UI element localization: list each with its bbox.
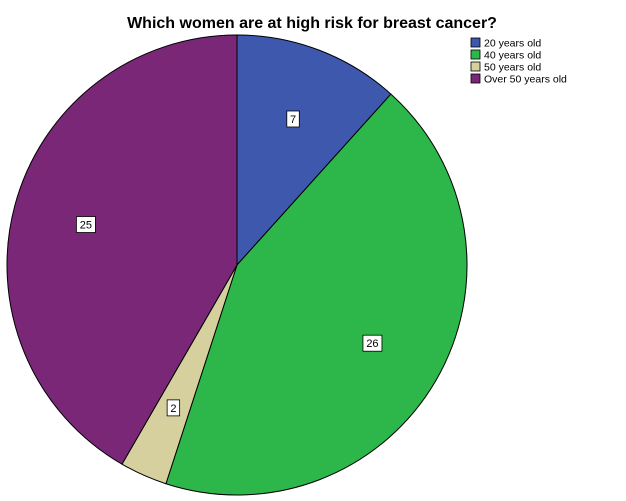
legend-swatch — [470, 73, 481, 84]
legend-item-over-50-years-old: Over 50 years old — [470, 73, 567, 86]
legend-swatch — [470, 49, 481, 60]
legend-label: 20 years old — [484, 38, 541, 50]
data-label-box — [76, 216, 96, 233]
pie-slice-20-years-old — [236, 34, 392, 267]
pie-data-labels: 7 26 2 25 — [76, 110, 383, 417]
data-label-value: 2 — [170, 403, 176, 415]
data-label-box — [286, 110, 300, 128]
data-label-value: 7 — [290, 114, 296, 126]
pie-slices — [6, 34, 468, 496]
legend-swatch — [470, 37, 481, 48]
legend-swatch — [470, 61, 481, 72]
legend-item-20-years-old: 20 years old — [470, 37, 541, 50]
data-label-value: 26 — [366, 338, 378, 350]
data-label-value: 25 — [80, 220, 92, 232]
data-label-box — [362, 334, 383, 352]
legend-item-40-years-old: 40 years old — [470, 49, 541, 62]
data-label-over-50-years-old: 25 — [76, 216, 96, 233]
data-label-40-years-old: 26 — [362, 334, 383, 352]
legend-label: Over 50 years old — [484, 74, 567, 86]
data-label-50-years-old: 2 — [166, 399, 181, 417]
pie-slice-40-years-old — [165, 93, 468, 496]
chart-title: Which women are at high risk for breast … — [127, 15, 497, 32]
legend-label: 40 years old — [484, 50, 541, 62]
data-label-box — [166, 399, 181, 417]
legend-item-50-years-old: 50 years old — [470, 61, 541, 74]
pie-slice-over-50-years-old — [6, 34, 238, 465]
data-label-20-years-old: 7 — [286, 110, 300, 128]
legend-label: 50 years old — [484, 62, 541, 74]
